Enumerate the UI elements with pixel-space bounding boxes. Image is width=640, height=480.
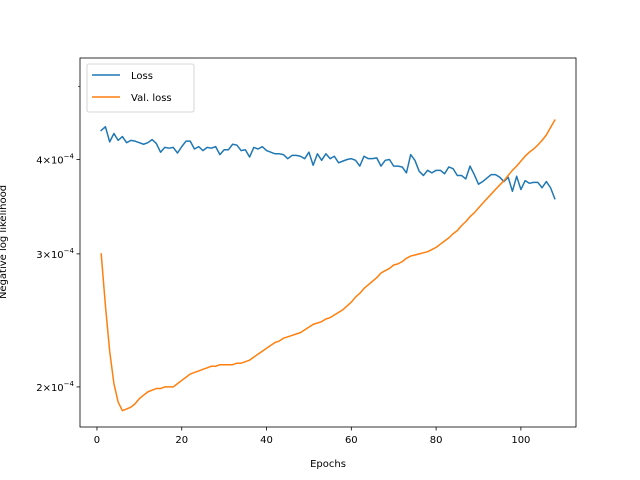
x-tick-label: 80 — [430, 435, 443, 446]
x-tick-label: 0 — [94, 435, 100, 446]
series-line-loss — [100, 125, 556, 200]
plot-lines — [100, 119, 556, 412]
y-tick-label: 2×10−4 — [36, 380, 74, 394]
series-line-val-loss — [100, 119, 556, 412]
legend-label-val-loss: Val. loss — [131, 93, 172, 104]
y-axis-label: Negative log likelihood — [0, 185, 9, 299]
x-tick-label: 60 — [345, 435, 358, 446]
legend-box — [86, 63, 195, 113]
x-tick-label: 40 — [260, 435, 273, 446]
y-tick-label: 4×10−4 — [36, 152, 74, 166]
legend-label-loss: Loss — [131, 71, 153, 82]
x-tick-label: 20 — [175, 435, 188, 446]
legend: Loss Val. loss — [86, 63, 195, 113]
axes-frame — [79, 57, 577, 428]
y-axis-ticks: 2×10−4 3×10−4 4×10−4 — [36, 85, 80, 394]
x-axis-ticks: 0 20 40 60 80 100 — [94, 427, 530, 446]
x-axis-label: Epochs — [310, 459, 346, 470]
y-tick-label: 3×10−4 — [36, 247, 74, 261]
x-tick-label: 100 — [511, 435, 530, 446]
